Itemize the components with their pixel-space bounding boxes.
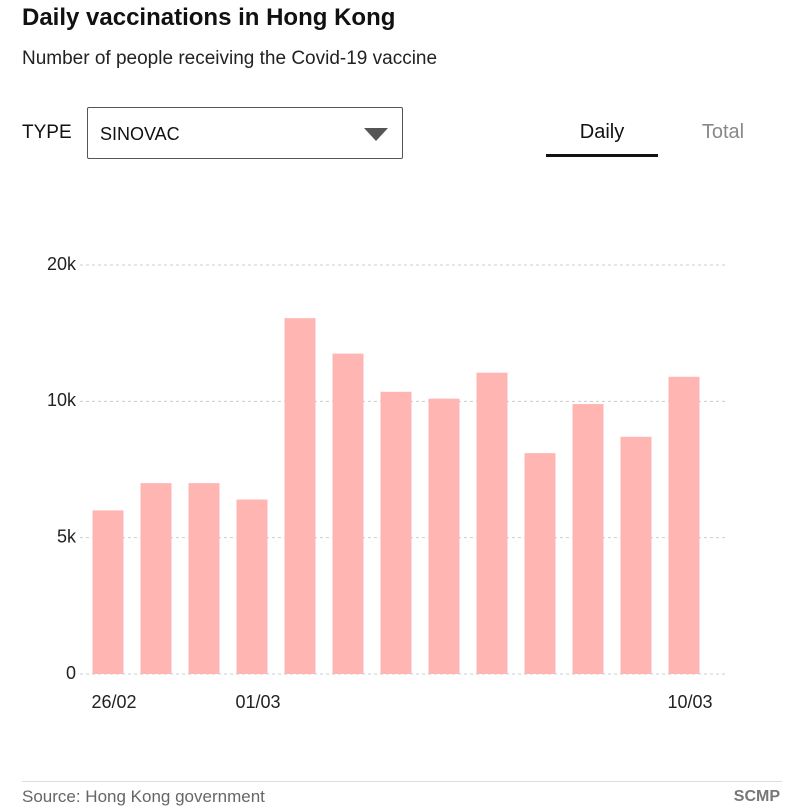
bar bbox=[92, 510, 124, 674]
x-tick-label: 10/03 bbox=[667, 692, 712, 712]
source: Source: Hong Kong government bbox=[22, 787, 265, 806]
y-tick-label: 20k bbox=[47, 254, 77, 274]
bar bbox=[332, 353, 364, 674]
bar bbox=[380, 391, 412, 674]
bar bbox=[524, 453, 556, 674]
chart-title: Daily vaccinations in Hong Kong bbox=[22, 4, 396, 31]
y-tick-label: 10k bbox=[47, 390, 77, 410]
brand: SCMP bbox=[733, 788, 780, 805]
dropdown-arrow bbox=[364, 128, 388, 141]
bar bbox=[284, 318, 316, 674]
dropdown-value: SINOVAC bbox=[100, 124, 180, 144]
y-tick-label: 0 bbox=[66, 663, 76, 683]
tab[interactable]: Daily bbox=[546, 121, 658, 157]
bar bbox=[572, 404, 604, 674]
chart: 0 5k 10k 20k 26/02 01/03 10/03 bbox=[47, 254, 725, 712]
tab[interactable]: Total bbox=[701, 121, 745, 143]
bar bbox=[428, 398, 460, 674]
bar bbox=[620, 436, 652, 674]
x-tick-label: 26/02 bbox=[91, 692, 136, 712]
bar bbox=[140, 483, 172, 674]
type-dropdown[interactable]: SINOVAC bbox=[87, 107, 403, 159]
x-tick-label: 01/03 bbox=[235, 692, 280, 712]
type-label: TYPE bbox=[22, 122, 72, 143]
chart-subtitle: Number of people receiving the Covid-19 … bbox=[22, 48, 438, 69]
bar bbox=[668, 376, 700, 674]
bar bbox=[476, 372, 508, 674]
y-tick-label: 5k bbox=[57, 526, 77, 546]
bar bbox=[236, 499, 268, 674]
footer-rule bbox=[22, 781, 782, 782]
bar bbox=[188, 483, 220, 674]
